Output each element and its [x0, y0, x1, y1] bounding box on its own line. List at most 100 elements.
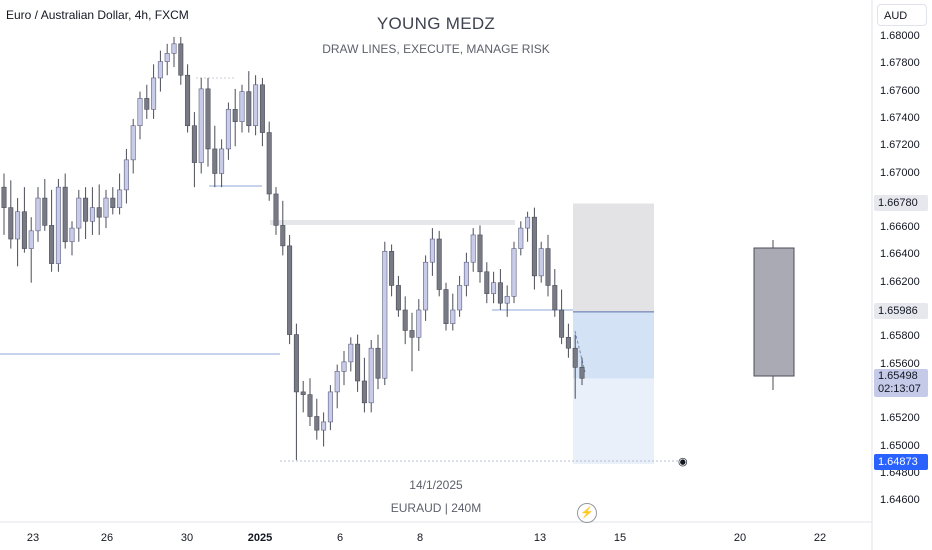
take-profit-price-tag: 1.66780: [874, 195, 928, 211]
candle-body: [423, 261, 429, 311]
date-tick-label: 30: [180, 532, 194, 544]
candle-body: [232, 109, 238, 122]
candle-body: [110, 197, 116, 208]
candle-body: [212, 148, 218, 174]
candle-body: [151, 77, 157, 110]
candle-body: [314, 416, 320, 431]
watermark-subtitle: DRAW LINES, EXECUTE, MANAGE RISK: [322, 42, 550, 56]
watermark-symbol: EURAUD | 240M: [390, 501, 482, 515]
date-tick-label: 8: [416, 532, 424, 544]
price-tick-label: 1.66600: [880, 221, 920, 234]
date-tick-label: 22: [813, 532, 827, 544]
candle-body: [545, 248, 551, 286]
price-tick-label: 1.65600: [880, 357, 920, 370]
price-tick-label: 1.67400: [880, 111, 920, 124]
currency-button[interactable]: AUD: [877, 4, 927, 26]
date-tick-label: 13: [533, 532, 547, 544]
candle-body: [497, 282, 503, 304]
candle-body: [62, 186, 68, 243]
candle-body: [239, 91, 245, 122]
candle-body: [504, 296, 510, 304]
candle-body: [253, 84, 259, 127]
candle-body: [96, 207, 102, 218]
candle-body: [409, 330, 415, 338]
candle-body: [21, 211, 27, 249]
candle-body: [457, 285, 463, 311]
candle-body: [572, 347, 578, 368]
lightning-icon[interactable]: ⚡: [577, 503, 597, 523]
price-tick-label: 1.66200: [880, 275, 920, 288]
stop-price-tag: 1.64873: [874, 454, 928, 470]
candle-body: [518, 227, 524, 249]
candle-body: [171, 43, 177, 54]
date-tick-label: 20: [733, 532, 747, 544]
candle-body: [191, 125, 197, 163]
candle-body: [402, 309, 408, 331]
candle-body: [69, 227, 75, 243]
candle-body: [491, 282, 497, 294]
candle-body: [395, 285, 401, 311]
candle-body: [565, 336, 571, 349]
candle-body: [416, 309, 422, 338]
candle-body: [443, 289, 449, 324]
candle-body: [273, 193, 279, 226]
candle-body: [368, 347, 374, 404]
price-tick-label: 1.65200: [880, 412, 920, 425]
candle-body: [552, 285, 558, 311]
eye-icon[interactable]: ◉: [678, 456, 688, 468]
candle-body: [382, 251, 388, 379]
candle-body: [103, 197, 109, 218]
resistance-zone: [270, 220, 515, 225]
symbol-title[interactable]: Euro / Australian Dollar, 4h, FXCM: [6, 8, 189, 22]
candle-body: [76, 197, 82, 229]
candle-body: [28, 230, 34, 249]
stop-zone-remaining: [573, 378, 654, 464]
target-zone: [573, 203, 654, 312]
candle-body: [8, 207, 14, 240]
candle-body: [280, 225, 286, 247]
candle-body: [205, 88, 211, 150]
candle-body: [477, 234, 483, 273]
date-tick-label: 6: [336, 532, 344, 544]
candle-body: [525, 216, 531, 229]
watermark-title: YOUNG MEDZ: [376, 14, 496, 33]
candle-body: [259, 84, 265, 133]
candle-body: [130, 125, 136, 161]
candle-body: [484, 271, 490, 294]
candle-body: [89, 207, 95, 222]
candle-body: [185, 74, 191, 127]
candle-body: [559, 309, 565, 338]
price-tick-label: 1.64600: [880, 494, 920, 507]
watermark-date: 14/1/2025: [409, 478, 463, 492]
candle-body: [293, 334, 299, 393]
price-tick-label: 1.65800: [880, 330, 920, 343]
candle-body: [300, 391, 306, 395]
candle-body: [246, 91, 252, 127]
candle-body: [83, 197, 89, 222]
projection-line: [574, 330, 586, 373]
entry-price-tag: 1.65986: [874, 303, 928, 319]
candle-body: [225, 109, 231, 150]
date-tick-label: 15: [613, 532, 627, 544]
candle-body: [355, 343, 361, 382]
stop-zone-filled: [573, 311, 654, 379]
candle-body: [178, 43, 184, 76]
candle-body: [307, 394, 313, 417]
candle-body: [287, 245, 293, 335]
candle-body: [1, 186, 7, 208]
current-price: 1.65498: [878, 370, 918, 382]
candle-body: [511, 248, 517, 297]
candle-body: [375, 347, 381, 379]
candle-body: [429, 238, 435, 263]
projected-candle-body: [753, 247, 795, 377]
date-tick-label: 23: [26, 532, 40, 544]
price-tick-label: 1.67200: [880, 139, 920, 152]
price-tick-label: 1.67800: [880, 57, 920, 70]
candle-countdown: 02:13:07: [878, 383, 921, 395]
candle-body: [266, 132, 272, 195]
candle-body: [55, 186, 61, 264]
candle-body: [334, 371, 340, 393]
candle-body: [327, 391, 333, 423]
candle-body: [144, 98, 150, 110]
